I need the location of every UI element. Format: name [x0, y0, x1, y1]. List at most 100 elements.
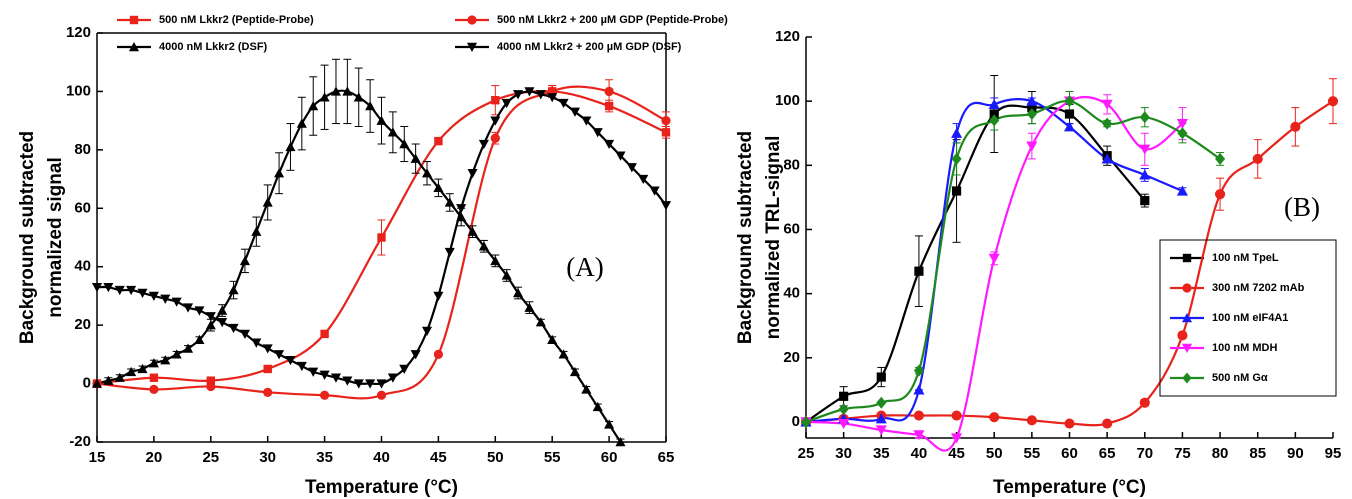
marker	[376, 379, 387, 389]
marker	[183, 343, 194, 353]
x-tick-label: 95	[1325, 445, 1342, 462]
marker	[547, 334, 558, 344]
x-tick-label: 50	[487, 449, 504, 466]
marker	[421, 326, 433, 337]
marker	[421, 168, 433, 178]
marker	[296, 361, 307, 372]
marker	[456, 212, 467, 222]
marker	[365, 379, 376, 389]
marker	[535, 90, 546, 100]
marker	[558, 349, 569, 359]
marker	[1101, 99, 1113, 110]
marker	[1252, 153, 1263, 164]
legend-label: 100 nM eIF4A1	[1212, 312, 1288, 324]
marker	[478, 139, 489, 150]
marker	[535, 317, 546, 327]
marker	[581, 116, 592, 126]
marker	[490, 116, 501, 126]
marker	[206, 381, 216, 392]
x-tick-label: 60	[1061, 445, 1078, 462]
marker	[1102, 117, 1113, 130]
marker	[661, 128, 671, 137]
marker	[1215, 189, 1226, 200]
x-tick-label: 30	[835, 445, 852, 462]
marker	[1182, 372, 1192, 384]
y-tick-label: 20	[783, 349, 800, 366]
marker	[1181, 312, 1193, 323]
marker	[875, 413, 887, 424]
marker	[569, 107, 580, 117]
marker	[951, 186, 962, 196]
marker	[308, 100, 319, 111]
y-tick-label: 20	[74, 316, 91, 333]
marker	[1027, 102, 1037, 113]
marker	[1181, 343, 1193, 354]
marker	[319, 390, 330, 400]
marker	[604, 101, 614, 111]
y-tick-label: 100	[66, 82, 91, 99]
x-tick-label: 40	[911, 445, 928, 462]
marker	[661, 116, 671, 126]
marker	[114, 372, 125, 382]
marker	[1215, 152, 1226, 165]
marker	[103, 375, 114, 385]
marker	[205, 320, 216, 330]
marker	[1290, 121, 1301, 132]
marker	[604, 139, 615, 150]
marker	[228, 323, 239, 334]
marker	[524, 302, 535, 312]
marker	[274, 350, 285, 360]
marker	[239, 255, 250, 266]
marker	[1176, 185, 1188, 196]
marker	[319, 370, 330, 380]
marker	[491, 95, 500, 105]
marker	[434, 136, 443, 146]
marker	[466, 42, 478, 53]
x-tick-label: 70	[1136, 445, 1153, 462]
marker	[490, 133, 500, 143]
marker	[126, 285, 137, 296]
marker	[1182, 253, 1192, 263]
marker	[914, 266, 924, 276]
x-tick-label: 35	[316, 449, 333, 466]
legend-label: 500 nM Lkkr2 + 200 µM GDP (Peptide-Probe…	[497, 14, 728, 26]
x-tick-label: 25	[798, 445, 815, 462]
marker	[137, 363, 148, 374]
x-tick-label: 55	[544, 449, 561, 466]
marker	[128, 41, 140, 52]
marker	[410, 153, 421, 163]
marker	[660, 201, 672, 211]
x-tick-label: 90	[1287, 445, 1304, 462]
marker	[988, 253, 1000, 264]
legend-label: 500 nM Gα	[1212, 372, 1268, 384]
marker	[148, 291, 159, 301]
marker	[876, 396, 887, 409]
y-axis-label: Background subtracted	[735, 131, 756, 344]
annotation: (A)	[566, 252, 603, 282]
x-tick-label: 60	[601, 449, 618, 466]
marker	[217, 305, 228, 315]
marker	[951, 410, 962, 421]
marker	[1140, 196, 1150, 206]
marker	[433, 291, 444, 301]
marker	[467, 169, 478, 179]
marker	[330, 373, 342, 383]
marker	[467, 15, 477, 25]
marker	[91, 378, 103, 388]
y-tick-label: 60	[783, 220, 800, 237]
marker	[353, 92, 364, 102]
x-tick-label: 20	[146, 449, 163, 466]
marker	[1139, 397, 1150, 408]
marker	[638, 174, 649, 185]
marker	[114, 285, 125, 296]
marker	[444, 197, 455, 207]
marker	[433, 349, 444, 359]
y-tick-label: 120	[775, 28, 800, 45]
marker	[513, 90, 524, 100]
marker	[217, 318, 228, 328]
marker	[988, 98, 1000, 109]
x-axis-label: Temperature (°C)	[993, 477, 1146, 498]
marker	[353, 379, 364, 389]
marker	[399, 138, 410, 149]
y-tick-label: 100	[775, 92, 800, 109]
